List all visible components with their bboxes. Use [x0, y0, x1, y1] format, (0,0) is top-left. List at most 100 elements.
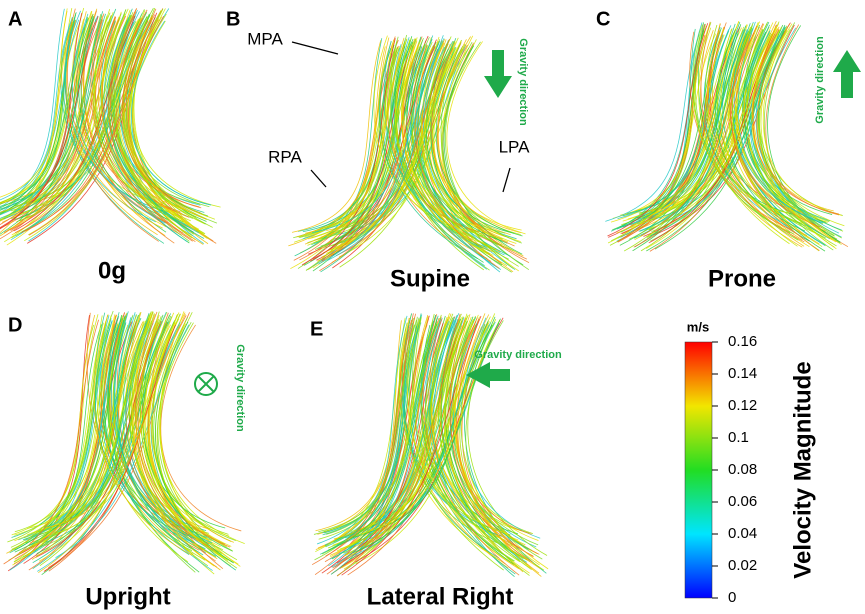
- annotation: LPA: [499, 137, 531, 156]
- streamline: [435, 46, 523, 237]
- streamline: [347, 320, 468, 548]
- streamline: [10, 15, 127, 231]
- streamline: [157, 321, 233, 552]
- streamline: [737, 21, 824, 224]
- streamline: [96, 320, 189, 563]
- streamline: [100, 20, 194, 233]
- streamline: [610, 23, 711, 223]
- streamline: [631, 29, 746, 223]
- streamline: [627, 33, 739, 214]
- streamline: [338, 317, 443, 555]
- streamline: [420, 323, 515, 562]
- streamline: [10, 323, 112, 551]
- streamline: [758, 24, 841, 243]
- streamline: [304, 38, 408, 238]
- streamline: [315, 317, 406, 553]
- streamline: [0, 21, 74, 204]
- streamline: [705, 24, 803, 224]
- streamline: [629, 30, 750, 226]
- streamline: [108, 312, 209, 547]
- gravity-text: Gravity direction: [814, 36, 826, 124]
- streamline: [0, 14, 94, 209]
- streamline: [316, 315, 408, 545]
- streamline: [27, 320, 147, 529]
- streamline: [114, 11, 192, 239]
- streamline: [331, 317, 438, 560]
- streamline: [0, 16, 117, 240]
- streamline: [657, 27, 797, 226]
- annotation: MPA: [247, 29, 283, 48]
- streamline: [612, 33, 717, 219]
- streamline: [396, 39, 485, 271]
- streamline: [417, 43, 511, 257]
- streamline: [453, 324, 542, 577]
- streamline: [0, 19, 76, 205]
- streamline: [407, 319, 509, 535]
- streamline: [333, 318, 461, 540]
- streamline: [648, 31, 767, 231]
- streamline: [634, 24, 742, 248]
- colorbar-unit: m/s: [687, 319, 709, 334]
- streamline: [325, 43, 466, 248]
- streamline: [350, 316, 491, 532]
- streamline: [132, 8, 221, 208]
- streamline: [7, 314, 90, 572]
- streamline: [125, 16, 209, 245]
- streamline: [129, 323, 215, 575]
- streamline: [759, 29, 835, 248]
- streamline: [13, 17, 154, 217]
- streamline: [640, 25, 758, 237]
- streamline: [412, 41, 496, 251]
- streamline: [433, 40, 521, 242]
- streamline: [399, 322, 504, 571]
- streamline: [442, 41, 522, 244]
- streamline: [152, 314, 229, 535]
- streamline: [78, 19, 167, 233]
- streamline: [3, 319, 99, 565]
- streamline: [297, 44, 395, 232]
- streamline: [304, 45, 405, 245]
- streamline: [14, 314, 117, 560]
- streamline: [437, 39, 521, 234]
- streamline: [321, 44, 428, 261]
- streamline: [319, 313, 422, 555]
- panel-label: 0g: [98, 257, 126, 284]
- colorbar-ticks: 0 0.02 0.04 0.06 0.08 0.1 0.12 0.14 0.16: [712, 333, 757, 606]
- streamline: [622, 34, 719, 239]
- gravity-text: Gravity direction: [234, 344, 246, 432]
- streamline: [715, 29, 806, 232]
- panel-label: Prone: [708, 265, 776, 292]
- streamline: [19, 315, 116, 554]
- tick-label: 0: [728, 589, 736, 606]
- streamline: [731, 29, 822, 224]
- streamline: [123, 10, 205, 234]
- streamline: [0, 8, 65, 208]
- streamline: [698, 27, 790, 245]
- streamline: [35, 323, 161, 558]
- panel-label: Supine: [390, 265, 470, 292]
- gravity-arrow: [484, 50, 512, 98]
- streamline: [412, 316, 514, 562]
- streamline: [612, 30, 704, 231]
- streamline: [623, 31, 749, 252]
- streamline: [330, 47, 453, 234]
- streamline: [160, 324, 242, 532]
- streamline: [60, 18, 165, 244]
- streamline: [610, 27, 705, 232]
- streamline: [432, 47, 519, 267]
- streamline: [299, 40, 398, 239]
- streamline: [327, 35, 444, 261]
- streamline: [446, 41, 526, 235]
- streamline: [720, 21, 810, 248]
- streamline: [394, 37, 483, 237]
- streamline: [325, 313, 417, 557]
- streamline: [149, 322, 228, 548]
- streamline: [332, 41, 473, 247]
- streamline: [440, 321, 530, 576]
- streamline: [620, 27, 722, 233]
- streamline: [329, 315, 429, 558]
- streamline: [121, 20, 202, 209]
- streamline: [406, 317, 506, 541]
- streamline: [465, 320, 543, 560]
